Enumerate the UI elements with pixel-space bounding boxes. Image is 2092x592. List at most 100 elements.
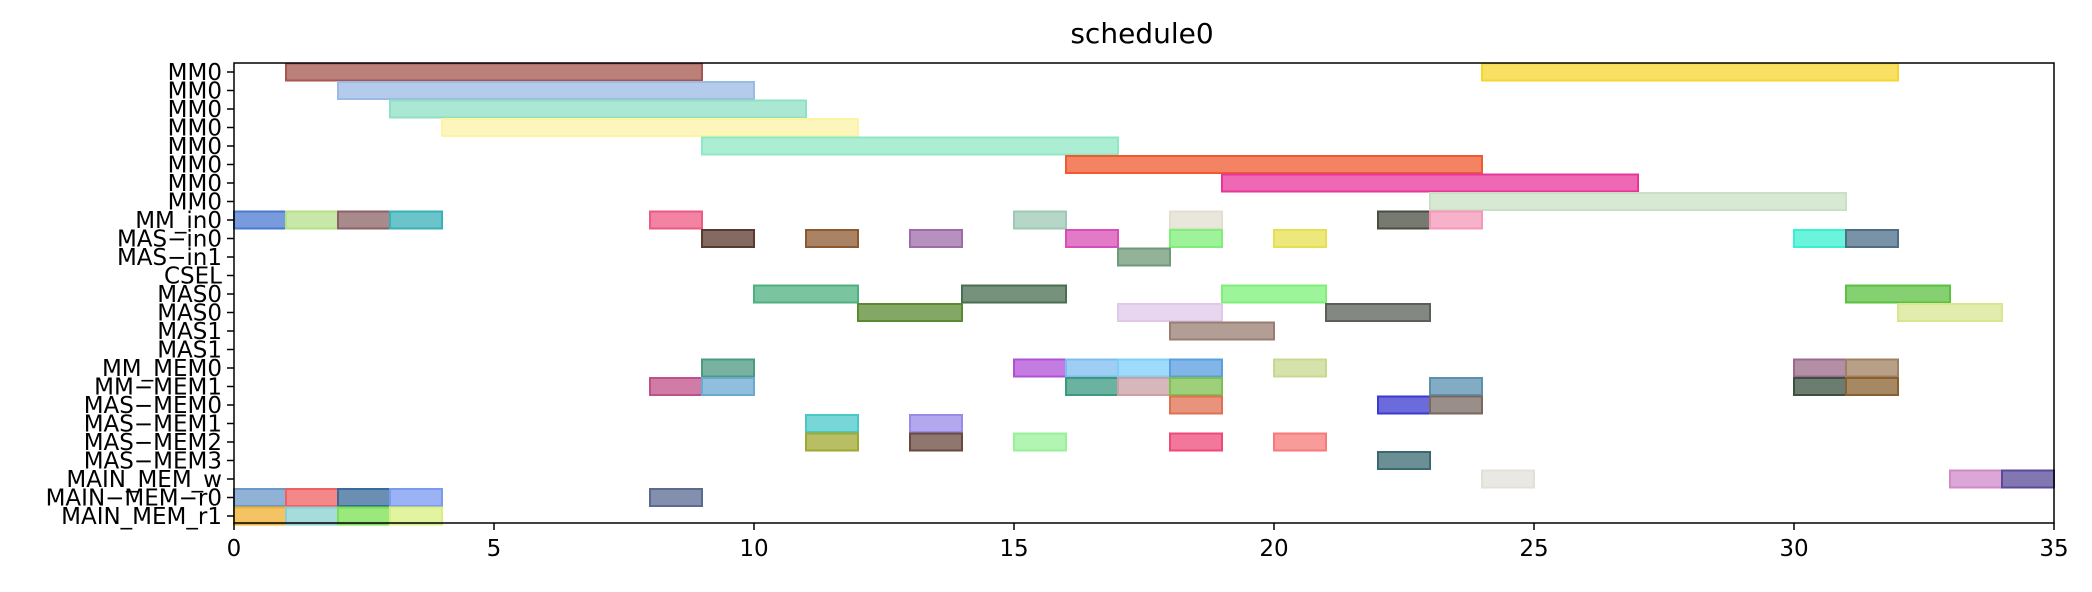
x-tick-label: 5 (487, 536, 502, 562)
task-bar (337, 488, 391, 507)
x-tick-label: 15 (999, 536, 1028, 562)
chart-title: schedule0 (1070, 17, 1213, 50)
y-tick-label: MM0 (168, 97, 222, 123)
y-tick-label: MAS−MEM0 (84, 393, 222, 419)
task-bar (1377, 395, 1431, 415)
task-bar (1117, 358, 1171, 378)
task-bar (233, 488, 287, 507)
y-tick-label: MM0 (168, 153, 222, 179)
task-bar (1117, 247, 1171, 267)
task-bar (1065, 377, 1119, 396)
y-tick-label: MM0 (168, 171, 222, 197)
task-bar (1117, 377, 1171, 396)
task-bar (389, 99, 807, 119)
task-bar (857, 303, 963, 322)
task-bar (1793, 229, 1847, 248)
x-tick-label: 30 (1779, 536, 1808, 562)
task-bar (1221, 173, 1639, 193)
task-bar (1221, 284, 1327, 304)
task-bar (805, 414, 859, 433)
y-tick-label: MM0 (168, 60, 222, 86)
task-bar (1065, 229, 1119, 248)
task-bar (1013, 358, 1067, 378)
task-bar (389, 488, 443, 507)
task-bar (1273, 229, 1327, 248)
task-bar (701, 377, 755, 396)
task-bar (1793, 358, 1847, 378)
task-bar (1325, 303, 1431, 322)
task-bar (1949, 469, 2003, 489)
y-tick-label: MM0 (168, 79, 222, 105)
task-bar (1065, 155, 1483, 174)
y-tick-label: MAS−MEM2 (84, 430, 222, 456)
task-bar (1013, 210, 1067, 230)
task-bar (649, 210, 703, 230)
y-tick-label: MAS0 (157, 301, 222, 327)
task-bar (1377, 451, 1431, 470)
task-bar (1273, 432, 1327, 452)
task-bar (1897, 303, 2003, 322)
task-bar (285, 506, 339, 526)
x-tick-label: 20 (1259, 536, 1288, 562)
task-bar (1845, 229, 1899, 248)
task-bar (649, 377, 703, 396)
task-bar (1429, 192, 1847, 211)
task-bar (1845, 284, 1951, 304)
x-tick-label: 10 (739, 536, 768, 562)
task-bar (961, 284, 1067, 304)
y-tick-label: MM0 (168, 190, 222, 216)
task-bar (389, 210, 443, 230)
task-bar (1429, 210, 1483, 230)
x-tick-label: 25 (1519, 536, 1548, 562)
y-tick-label: MM−MEM1 (94, 375, 222, 401)
task-bars (233, 62, 2055, 526)
task-bar (1793, 377, 1847, 396)
y-axis: MM0MM0MM0MM0MM0MM0MM0MM0MM_in0MAS−in0MAS… (46, 60, 234, 530)
x-tick-label: 35 (2039, 536, 2068, 562)
task-bar (337, 210, 391, 230)
y-tick-label: MAIN_MEM_r1 (61, 504, 222, 530)
task-bar (909, 229, 963, 248)
task-bar (1481, 62, 1899, 82)
y-tick-label: MAS−MEM3 (84, 449, 222, 475)
task-bar (805, 229, 859, 248)
task-bar (285, 488, 339, 507)
task-bar (2001, 469, 2055, 489)
task-bar (1377, 210, 1431, 230)
task-bar (1845, 377, 1899, 396)
y-tick-label: MAS1 (157, 319, 222, 345)
y-tick-label: MAS−in1 (117, 245, 222, 271)
y-tick-label: MAS−in0 (117, 227, 222, 253)
task-bar (701, 136, 1119, 156)
task-bar (1169, 210, 1223, 230)
task-bar (233, 210, 287, 230)
y-tick-label: MM0 (168, 116, 222, 142)
task-bar (233, 506, 287, 526)
x-tick-label: 0 (227, 536, 242, 562)
task-bar (441, 118, 859, 137)
task-bar (649, 488, 703, 507)
task-bar (285, 210, 339, 230)
y-tick-label: MM0 (168, 134, 222, 160)
task-bar (701, 358, 755, 378)
y-tick-label: MM_MEM0 (102, 356, 222, 382)
task-bar (285, 62, 703, 82)
task-bar (753, 284, 859, 304)
y-tick-label: MAS0 (157, 282, 222, 308)
task-bar (337, 506, 391, 526)
task-bar (1169, 321, 1275, 341)
task-bar (1117, 303, 1223, 322)
task-bar (1429, 377, 1483, 396)
task-bar (701, 229, 755, 248)
task-bar (1845, 358, 1899, 378)
task-bar (1169, 432, 1223, 452)
task-bar (1481, 469, 1535, 489)
task-bar (805, 432, 859, 452)
task-bar (909, 414, 963, 433)
y-tick-label: MAIN_MEM_w (66, 467, 222, 493)
task-bar (1169, 377, 1223, 396)
y-tick-label: MM_in0 (135, 208, 222, 234)
task-bar (1273, 358, 1327, 378)
y-tick-label: MAIN−MEM−r0 (46, 486, 222, 512)
